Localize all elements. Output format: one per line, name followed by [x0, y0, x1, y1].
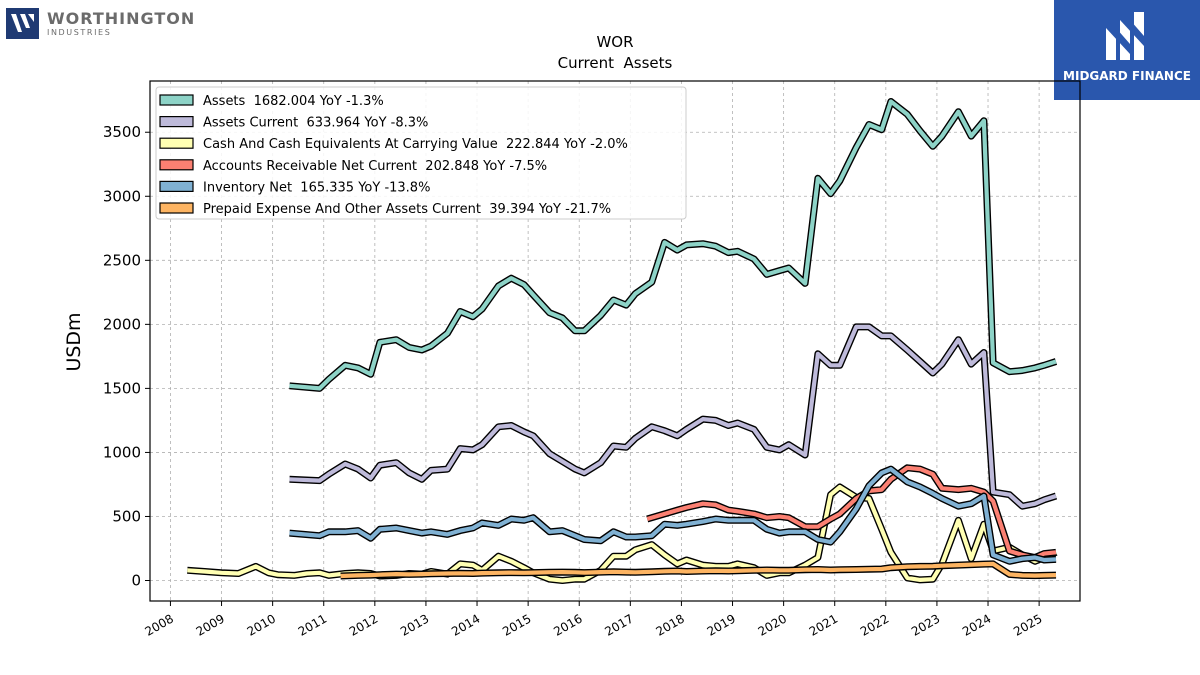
legend-entry: Cash And Cash Equivalents At Carrying Va… — [203, 137, 628, 152]
series-line-0 — [289, 99, 1057, 391]
midgard-finance-logo: MIDGARD FINANCE — [1054, 0, 1200, 100]
legend-swatch — [159, 202, 194, 214]
legend: Assets 1682.004 YoY -1.3% Assets Current … — [155, 86, 687, 220]
x-tick-label: 2009 — [194, 611, 227, 638]
x-tick-label: 2013 — [398, 611, 431, 638]
y-tick-label: 2500 — [103, 251, 141, 269]
x-tick-label: 2019 — [705, 611, 738, 638]
y-tick-label: 1000 — [103, 443, 141, 461]
x-tick-label: 2017 — [602, 611, 635, 638]
x-tick-label: 2010 — [245, 611, 278, 638]
midgard-logo-mark-icon — [1106, 12, 1144, 60]
x-tick-label: 2018 — [653, 611, 686, 638]
y-ticks: 0 500 1000 1500 2000 2500 3000 3500 — [103, 123, 150, 590]
series-line-3 — [646, 465, 1057, 560]
legend-swatch — [159, 159, 194, 171]
series-line-outline-1 — [289, 323, 1058, 510]
x-tick-label: 2024 — [960, 611, 993, 638]
worthington-logo-mark-icon — [6, 8, 39, 39]
series-line-1 — [289, 324, 1057, 509]
plot-frame — [149, 80, 1081, 602]
y-tick-label: 2000 — [103, 315, 141, 333]
x-tick-label: 2020 — [756, 611, 789, 638]
legend-swatch — [159, 115, 194, 128]
series-line-5 — [340, 561, 1057, 579]
legend-entry: Assets Current 633.964 YoY -8.3% — [203, 116, 428, 131]
x-tick-label: 2014 — [449, 611, 482, 638]
legend-box — [155, 86, 687, 220]
logo-company-sub: INDUSTRIES — [47, 27, 112, 37]
chart-title: WOR — [596, 33, 633, 51]
y-tick-label: 0 — [131, 572, 141, 590]
y-tick-label: 1500 — [103, 379, 141, 397]
x-tick-label: 2015 — [500, 611, 533, 638]
x-ticks: 2008 2009 2010 2011 2012 2013 2014 2015 2016 2017… — [142, 601, 1045, 639]
midgard-logo-text: MIDGARD FINANCE — [1063, 69, 1191, 83]
x-tick-label: 2025 — [1011, 611, 1044, 638]
x-tick-label: 2011 — [296, 611, 329, 638]
series-line-4 — [289, 467, 1057, 564]
y-tick-label: 3000 — [103, 187, 141, 205]
legend-swatch — [159, 94, 194, 106]
y-tick-label: 500 — [112, 507, 141, 525]
x-tick-label: 2008 — [142, 611, 175, 638]
legend-entry: Assets 1682.004 YoY -1.3% — [203, 94, 384, 109]
x-tick-label: 2016 — [551, 611, 584, 638]
worthington-logo: WORTHINGTON INDUSTRIES — [6, 8, 195, 39]
legend-entry: Accounts Receivable Net Current 202.848 … — [203, 159, 547, 174]
logo-company-name: WORTHINGTON — [47, 8, 196, 28]
y-tick-label: 3500 — [103, 123, 141, 141]
legend-swatch — [159, 180, 194, 192]
legend-entry: Inventory Net 165.335 YoY -13.8% — [203, 180, 430, 195]
x-tick-label: 2023 — [909, 611, 942, 638]
series-group — [187, 98, 1058, 584]
x-tick-label: 2021 — [807, 611, 840, 638]
x-tick-label: 2022 — [858, 611, 891, 638]
y-axis-label: USDm — [63, 312, 85, 371]
chart-subtitle: Current Assets — [558, 54, 673, 72]
x-tick-label: 2012 — [347, 611, 380, 638]
legend-entry: Prepaid Expense And Other Assets Current… — [203, 202, 611, 217]
legend-swatch — [159, 137, 194, 149]
